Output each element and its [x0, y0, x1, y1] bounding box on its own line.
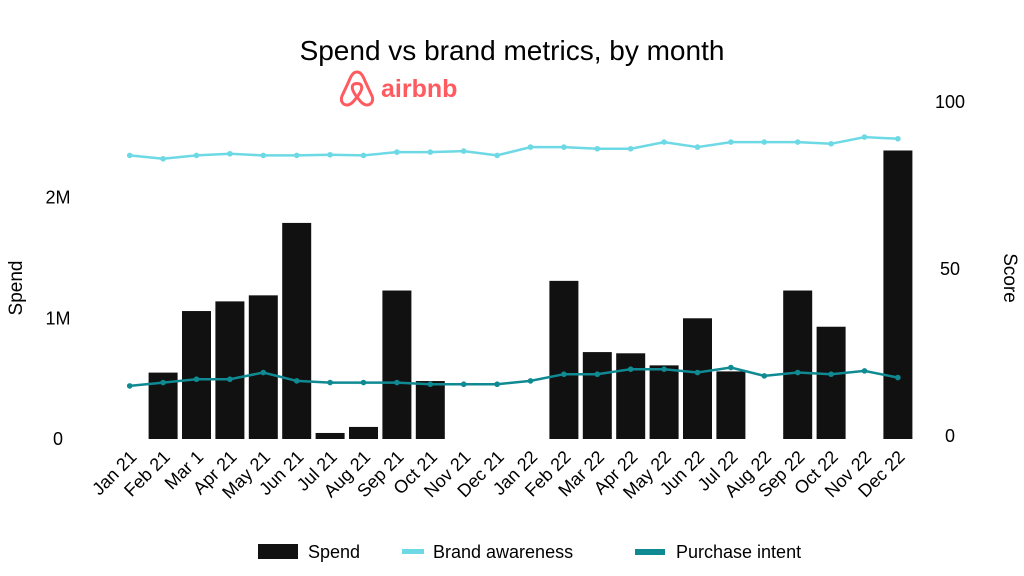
brand-awareness-point [293, 152, 300, 159]
purchase-intent-point [828, 371, 834, 378]
purchase-intent-point [460, 381, 467, 388]
airbnb-logo: airbnb [339, 70, 457, 107]
brand-awareness-point [794, 139, 801, 145]
purchase-intent-point [160, 379, 166, 386]
brand-awareness-point [627, 145, 634, 152]
purchase-intent-line [129, 366, 899, 388]
brand-awareness-point [160, 155, 166, 162]
y-left-axis: 0 1M 2M [45, 188, 70, 449]
purchase-intent-point [627, 366, 634, 373]
legend-label-brand-awareness: Brand awareness [433, 542, 573, 562]
spend-bar [783, 290, 813, 439]
brand-awareness-point [594, 145, 601, 152]
brand-awareness-point [895, 135, 901, 142]
purchase-intent-point [694, 369, 701, 376]
spend-bar [649, 365, 679, 439]
brand-awareness-point [260, 152, 267, 159]
brand-awareness-point [694, 144, 701, 150]
y-left-tick-label: 2M [45, 188, 70, 208]
spend-bar [182, 311, 211, 439]
purchase-intent-point [227, 376, 233, 383]
chart-title: Spend vs brand metrics, by month [300, 35, 725, 66]
spend-bar [382, 290, 412, 439]
purchase-intent-point [895, 374, 901, 381]
purchase-intent-point [794, 369, 801, 376]
spend-bar [582, 352, 612, 439]
purchase-intent-point [728, 364, 734, 371]
brand-awareness-point [527, 144, 534, 150]
purchase-intent-point [594, 371, 601, 378]
brand-awareness-point [460, 148, 467, 154]
brand-awareness-point [360, 152, 367, 159]
purchase-intent-point [561, 371, 567, 378]
y-left-tick-label: 0 [53, 429, 63, 449]
brand-awareness-point [561, 144, 567, 150]
y-right-tick-label: 100 [935, 92, 965, 112]
airbnb-logo-icon [339, 70, 375, 107]
brand-awareness-point [327, 151, 333, 158]
brand-awareness-point [394, 149, 400, 155]
brand-awareness-point [193, 152, 200, 159]
brand-awareness-point [494, 152, 500, 159]
legend-label-spend: Spend [308, 542, 360, 562]
spend-bar [248, 295, 278, 439]
spend-bar [683, 318, 712, 439]
legend: Spend Brand awareness Purchase intent [258, 542, 801, 562]
brand-awareness-point [861, 134, 868, 140]
spend-bar [415, 381, 445, 439]
spend-bar [282, 222, 312, 439]
brand-awareness-point [427, 149, 434, 155]
y-left-tick-label: 1M [45, 308, 70, 328]
purchase-intent-point [260, 369, 267, 376]
spend-bar [883, 150, 913, 439]
spend-bar [549, 280, 579, 439]
spend-bar [716, 371, 746, 439]
legend-swatch-purchase-intent [635, 549, 665, 555]
spend-bar [215, 301, 245, 439]
spend-bar [816, 326, 846, 439]
y-right-axis: 0 50 100 [935, 92, 965, 446]
legend-label-purchase-intent: Purchase intent [676, 542, 801, 562]
spend-bar [315, 432, 345, 439]
spend-bars [148, 150, 913, 439]
purchase-intent-point [427, 381, 434, 388]
purchase-intent-point [360, 379, 367, 386]
spend-bar [349, 426, 378, 439]
score-lines [126, 134, 901, 389]
y-right-tick-label: 50 [940, 259, 960, 279]
y-right-tick-label: 0 [945, 426, 955, 446]
brand-awareness-line [129, 135, 898, 161]
purchase-intent-point [527, 378, 534, 384]
purchase-intent-point [293, 378, 300, 384]
y-right-axis-label: Score [999, 253, 1020, 303]
purchase-intent-point [861, 368, 868, 374]
y-left-axis-label: Spend [6, 261, 27, 316]
purchase-intent-point [193, 376, 200, 383]
purchase-intent-point [126, 383, 133, 389]
purchase-intent-point [394, 379, 400, 386]
brand-awareness-point [761, 139, 768, 145]
purchase-intent-point [661, 366, 667, 373]
spend-bar [616, 353, 646, 439]
airbnb-logo-text: airbnb [381, 75, 457, 103]
brand-awareness-point [828, 140, 834, 147]
brand-awareness-point [126, 152, 133, 159]
legend-swatch-spend [258, 544, 298, 559]
purchase-intent-point [761, 373, 768, 379]
brand-awareness-point [661, 139, 667, 145]
brand-awareness-point [227, 150, 233, 157]
purchase-intent-point [327, 379, 333, 386]
purchase-intent-point [494, 381, 500, 388]
brand-awareness-point [728, 139, 734, 145]
legend-swatch-brand-awareness [402, 549, 424, 554]
